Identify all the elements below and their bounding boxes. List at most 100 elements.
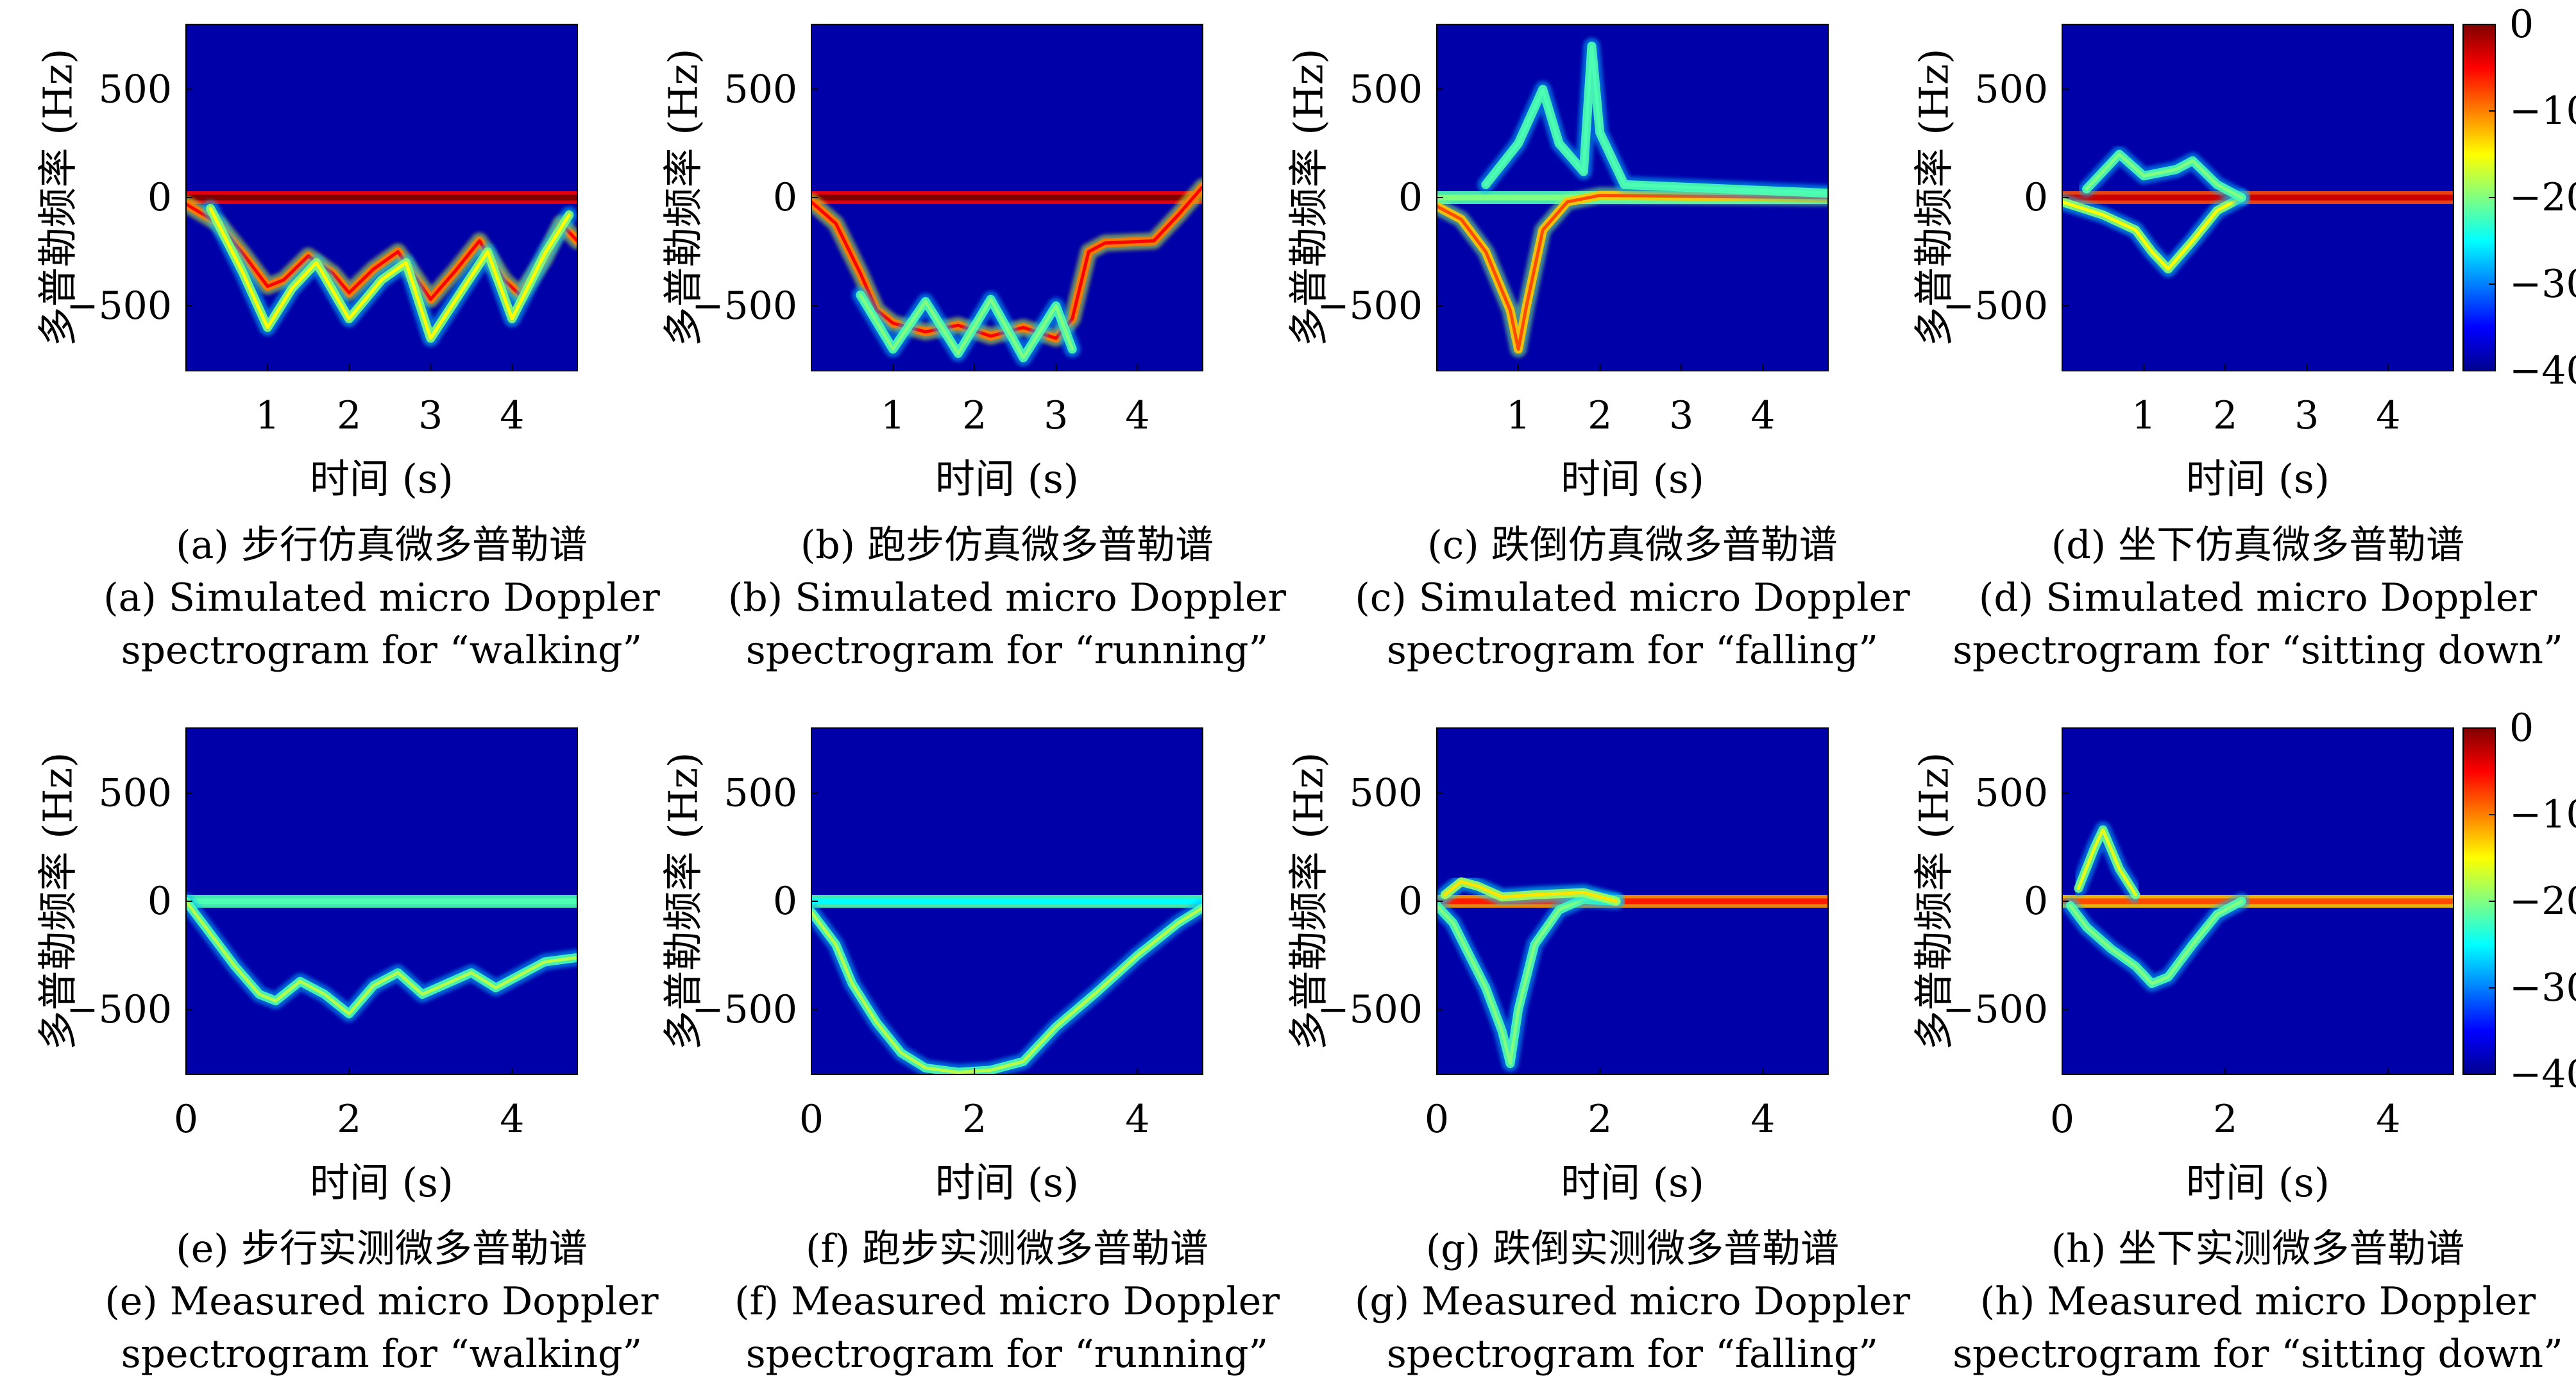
x-tick-label: 1 bbox=[2131, 393, 2156, 438]
y-axis-label: 多普勒频率 (Hz) bbox=[35, 49, 81, 347]
x-tick-label: 3 bbox=[418, 393, 443, 438]
y-tick-label: −500 bbox=[691, 284, 797, 328]
y-tick-label: 0 bbox=[2024, 175, 2048, 220]
y-axis-label: 多普勒频率 (Hz) bbox=[660, 752, 707, 1051]
trace-upper-core bbox=[1484, 44, 1828, 195]
x-tick-label: 4 bbox=[1750, 1097, 1775, 1142]
x-tick-label: 2 bbox=[1588, 1097, 1612, 1142]
panel-c: 500 0 −500 1 2 3 4 时间 (s) 多普勒频率 (Hz) (c) 跌倒仿真微多普勒… bbox=[1285, 24, 1910, 673]
x-tick-label: 2 bbox=[2213, 1097, 2237, 1142]
colorbar-tick-label: −40 bbox=[2509, 1052, 2576, 1097]
panel-b: 500 0 −500 1 2 3 4 时间 (s) 多普勒频率 (Hz) (b) 跑步仿真微多普勒… bbox=[660, 24, 1286, 673]
x-axis-label: 时间 (s) bbox=[310, 1159, 453, 1206]
panel-a: 500 0 −500 1 2 3 4 时间 (s) 多普勒频率 (Hz) (a) 步行仿真微多普勒… bbox=[35, 24, 660, 673]
x-tick-label: 2 bbox=[337, 1097, 361, 1142]
y-axis-label: 多普勒频率 (Hz) bbox=[660, 49, 707, 347]
y-tick-label: 500 bbox=[98, 770, 172, 815]
y-tick-label: 0 bbox=[148, 175, 172, 220]
x-axis-label: 时间 (s) bbox=[1561, 455, 1704, 502]
x-tick-label: 2 bbox=[2213, 393, 2237, 438]
caption-line: (g) 跌倒实测微多普勒谱 bbox=[1426, 1226, 1839, 1271]
x-tick-label: 3 bbox=[1044, 393, 1068, 438]
colorbar-tick-label: 0 bbox=[2509, 706, 2534, 751]
y-tick-label: 0 bbox=[1398, 175, 1423, 220]
y-tick-label: 0 bbox=[148, 879, 172, 924]
y-tick-label: −500 bbox=[1317, 987, 1423, 1032]
y-tick-label: 500 bbox=[724, 770, 797, 815]
y-tick-label: −500 bbox=[1942, 987, 2048, 1032]
caption-line: spectrogram for “sitting down” bbox=[1953, 1332, 2563, 1377]
x-tick-label: 0 bbox=[174, 1097, 198, 1142]
colorbar-tick-label: −10 bbox=[2509, 89, 2576, 133]
x-tick-label: 4 bbox=[500, 393, 524, 438]
caption-line: (a) 步行仿真微多普勒谱 bbox=[176, 523, 588, 568]
y-tick-label: 500 bbox=[724, 67, 797, 112]
y-tick-label: 500 bbox=[1974, 770, 2048, 815]
caption-line: (e) 步行实测微多普勒谱 bbox=[176, 1226, 587, 1271]
y-tick-label: −500 bbox=[691, 987, 797, 1032]
x-axis-label: 时间 (s) bbox=[2186, 455, 2330, 502]
x-axis-label: 时间 (s) bbox=[1561, 1159, 1704, 1206]
y-tick-label: 500 bbox=[1349, 67, 1423, 112]
caption-line: (b) 跑步仿真微多普勒谱 bbox=[801, 523, 1214, 568]
y-tick-label: 0 bbox=[773, 175, 797, 220]
x-tick-label: 0 bbox=[2050, 1097, 2074, 1142]
x-tick-label: 4 bbox=[2376, 393, 2400, 438]
caption-line: (f) 跑步实测微多普勒谱 bbox=[806, 1226, 1208, 1271]
x-tick-label: 2 bbox=[962, 393, 987, 438]
caption-line: spectrogram for “running” bbox=[746, 1332, 1268, 1377]
y-tick-label: −500 bbox=[66, 987, 172, 1032]
caption-line: (f) Measured micro Doppler bbox=[734, 1279, 1280, 1324]
x-tick-label: 4 bbox=[2376, 1097, 2400, 1142]
colorbar: 0 −10 −20 −30 −40 bbox=[2462, 706, 2576, 1097]
trace-upper-core bbox=[2076, 828, 2137, 897]
panel-e: 500 0 −500 0 2 4 时间 (s) 多普勒频率 (Hz) (e) 步行实测微多普勒谱… bbox=[35, 727, 659, 1377]
y-axis-label: 多普勒频率 (Hz) bbox=[35, 752, 81, 1051]
y-tick-label: 0 bbox=[2024, 879, 2048, 924]
colorbar-tick-label: −20 bbox=[2509, 175, 2576, 220]
y-tick-label: 500 bbox=[98, 67, 172, 112]
caption-line: (d) 坐下仿真微多普勒谱 bbox=[2051, 523, 2464, 568]
x-tick-label: 3 bbox=[1669, 393, 1693, 438]
caption-line: spectrogram for “running” bbox=[746, 628, 1268, 673]
caption-line: (a) Simulated micro Doppler bbox=[103, 575, 660, 620]
x-tick-label: 4 bbox=[1750, 393, 1775, 438]
x-tick-label: 1 bbox=[881, 393, 905, 438]
x-tick-label: 4 bbox=[1125, 393, 1149, 438]
x-axis-label: 时间 (s) bbox=[935, 1159, 1079, 1206]
x-axis-label: 时间 (s) bbox=[935, 455, 1079, 502]
panel-d: 500 0 −500 1 2 3 4 时间 (s) 多普勒频率 (Hz) (d) 坐下仿真微多普勒… bbox=[1911, 2, 2576, 673]
trace-main-core bbox=[186, 899, 577, 1015]
colorbar: 0 −10 −20 −30 −40 bbox=[2462, 2, 2576, 393]
colorbar-tick-label: −20 bbox=[2509, 879, 2576, 924]
x-tick-label: 0 bbox=[799, 1097, 824, 1142]
trace-upper-core bbox=[2085, 153, 2244, 199]
caption-line: (b) Simulated micro Doppler bbox=[728, 575, 1286, 620]
caption-line: spectrogram for “sitting down” bbox=[1953, 628, 2563, 673]
colorbar-tick-label: −30 bbox=[2509, 262, 2576, 307]
y-tick-label: 0 bbox=[1398, 879, 1423, 924]
panel-h: 500 0 −500 0 2 4 时间 (s) 多普勒频率 (Hz) (h) 坐下实测微多普勒谱… bbox=[1911, 706, 2576, 1377]
x-tick-label: 2 bbox=[337, 393, 361, 438]
trace-main-core bbox=[2062, 196, 2244, 271]
x-tick-label: 2 bbox=[1588, 393, 1612, 438]
x-tick-label: 2 bbox=[962, 1097, 987, 1142]
x-tick-label: 4 bbox=[1125, 1097, 1149, 1142]
caption-line: spectrogram for “falling” bbox=[1387, 1332, 1878, 1377]
caption-line: (h) 坐下实测微多普勒谱 bbox=[2051, 1226, 2465, 1271]
x-axis-label: 时间 (s) bbox=[310, 455, 453, 502]
y-axis-label: 多普勒频率 (Hz) bbox=[1911, 49, 1958, 347]
x-tick-label: 4 bbox=[500, 1097, 524, 1142]
caption-line: spectrogram for “walking” bbox=[121, 628, 642, 673]
trace-upper-core bbox=[1443, 880, 1618, 903]
panel-f: 500 0 −500 0 2 4 时间 (s) 多普勒频率 (Hz) (f) 跑步实测微多普勒谱… bbox=[660, 727, 1280, 1377]
x-tick-label: 1 bbox=[1506, 393, 1530, 438]
trace-main-core bbox=[1437, 897, 1618, 1065]
caption-line: (e) Measured micro Doppler bbox=[105, 1279, 659, 1324]
x-axis-label: 时间 (s) bbox=[2186, 1159, 2330, 1206]
caption-line: (g) Measured micro Doppler bbox=[1355, 1279, 1910, 1324]
caption-line: spectrogram for “falling” bbox=[1387, 628, 1878, 673]
colorbar-tick-label: −40 bbox=[2509, 348, 2576, 393]
caption-line: (d) Simulated micro Doppler bbox=[1979, 575, 2537, 620]
